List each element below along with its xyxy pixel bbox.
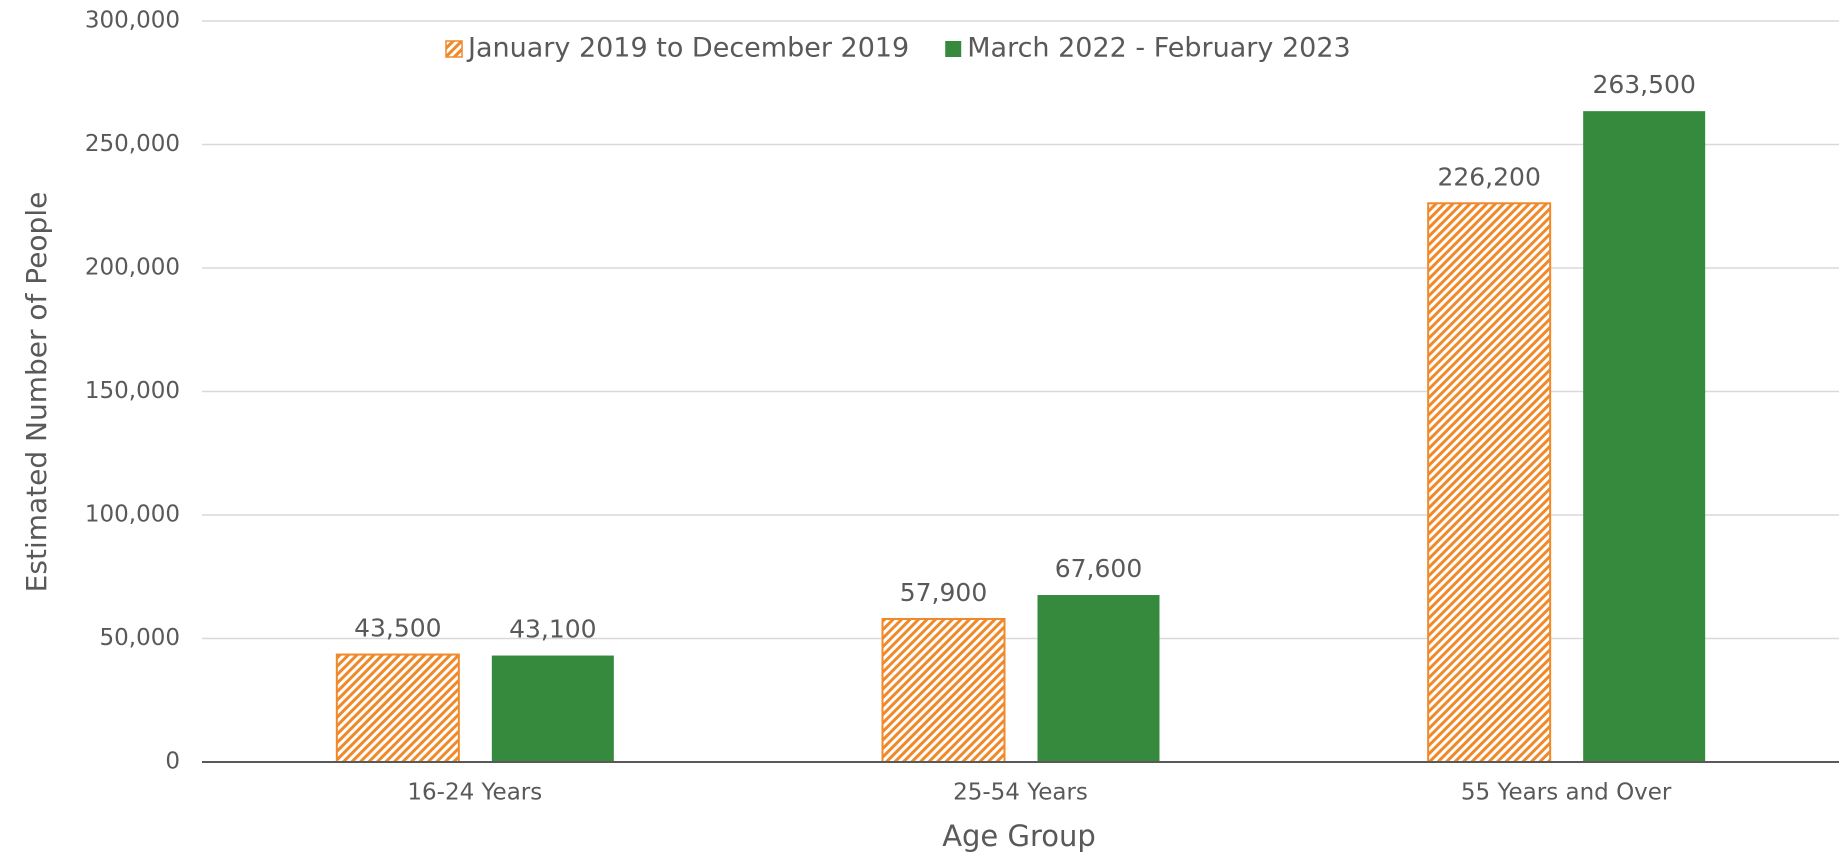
y-tick-label: 200,000 [85,255,180,281]
x-tick-label: 55 Years and Over [1461,780,1672,806]
legend-label: January 2019 to December 2019 [466,33,909,64]
y-tick-label: 150,000 [85,378,180,404]
bar [491,655,614,762]
data-label: 67,600 [1055,554,1142,583]
data-label: 43,500 [354,614,441,643]
legend-swatch [445,40,463,58]
legend-swatch [945,41,962,57]
bar [1427,202,1552,763]
data-label: 43,100 [509,615,596,644]
y-tick-label: 0 [165,749,180,775]
bar [335,653,460,763]
y-axis-title: Estimated Number of People [20,192,53,593]
data-label: 263,500 [1592,70,1695,99]
bar [1583,111,1706,762]
y-tick-label: 100,000 [85,502,180,528]
legend-label: March 2022 - February 2023 [967,33,1350,64]
y-tick-label: 300,000 [85,8,180,34]
data-label: 57,900 [900,578,987,607]
bar [881,617,1006,763]
bar [1037,595,1160,762]
x-tick-label: 25-54 Years [953,780,1088,806]
y-tick-label: 250,000 [85,131,180,157]
x-axis-title: Age Group [942,819,1096,853]
data-label: 226,200 [1437,162,1540,191]
y-tick-label: 50,000 [100,625,180,651]
x-tick-label: 16-24 Years [407,780,542,806]
